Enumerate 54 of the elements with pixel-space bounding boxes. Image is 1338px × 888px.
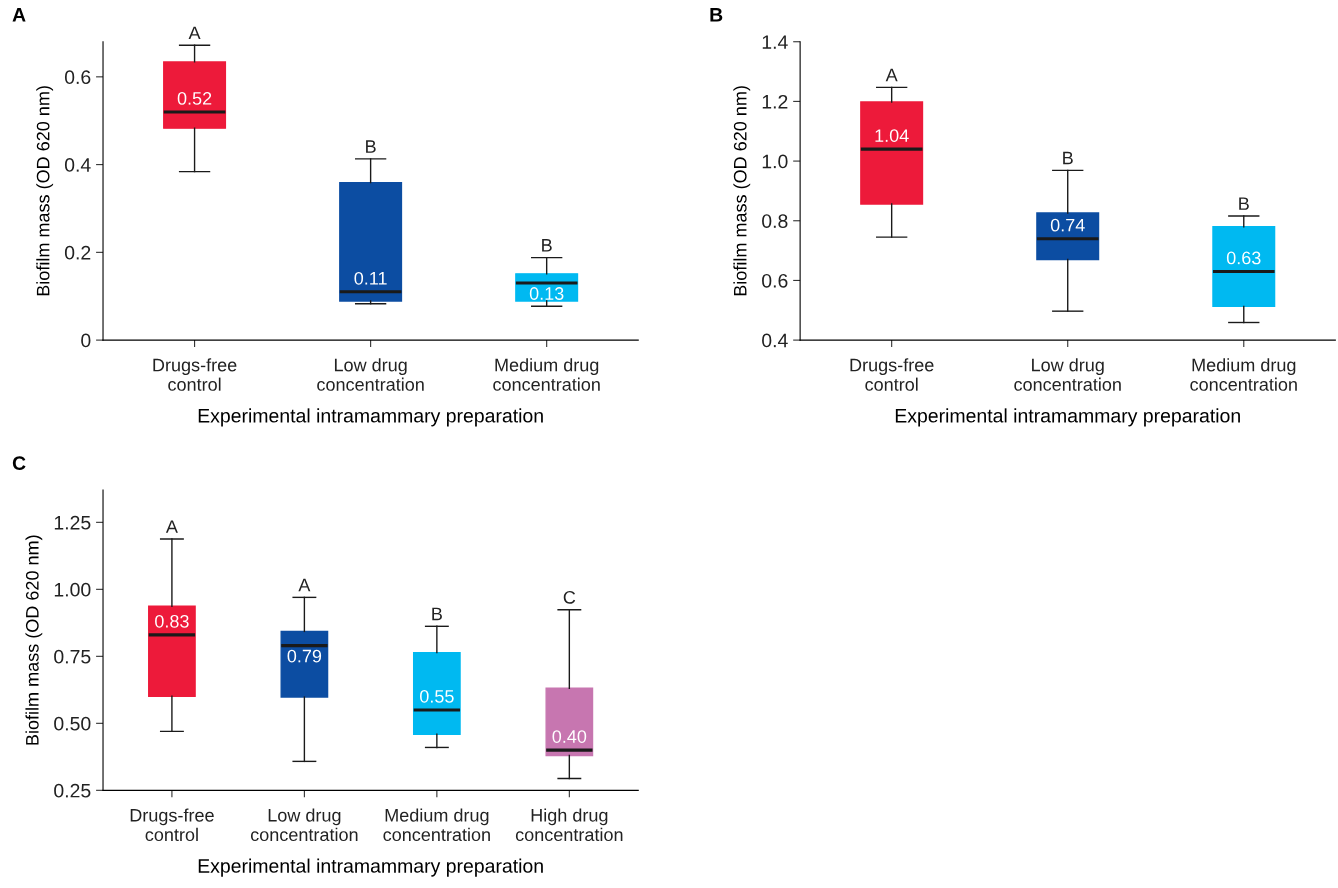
annotation: B xyxy=(366,140,376,153)
chart-title: C xyxy=(12,456,26,471)
x-axis-title: Experimental intramammary preparation xyxy=(198,408,543,427)
x-tick-label: Drugs-free control xyxy=(130,808,214,842)
x-tick-label: Drugs-free control xyxy=(850,358,934,391)
y-tick-label: 1.4 xyxy=(762,35,788,49)
annotation: A xyxy=(298,578,311,592)
text: 0.63 xyxy=(1226,251,1261,265)
text: 0.55 xyxy=(420,689,454,703)
annotation: C xyxy=(563,590,576,604)
x-axis-title: Experimental intramammary preparation xyxy=(198,858,543,877)
y-tick-label: 0.75 xyxy=(54,649,91,664)
x-axis-title: Experimental intramammary preparation xyxy=(895,408,1240,427)
annotation: B xyxy=(542,239,552,252)
annotation: B xyxy=(1239,197,1249,210)
x-tick-label: Medium drug concentration xyxy=(1190,358,1297,391)
y-tick-label: 0.25 xyxy=(54,783,91,798)
y-axis-title: Biofilm mass (OD 620 nm) xyxy=(36,86,54,296)
y-tick-label: 1.0 xyxy=(762,154,788,169)
annotation: A xyxy=(165,520,178,533)
y-tick-label: 0.50 xyxy=(54,716,91,731)
y-tick-label: 1.25 xyxy=(54,515,91,530)
y-axis-title: Biofilm mass (OD 620 nm) xyxy=(25,535,43,745)
x-tick-label: Low drug concentration xyxy=(1014,358,1121,391)
y-tick-label: 0 xyxy=(81,333,91,348)
y-tick-label: 0.6 xyxy=(762,273,788,288)
text: 0.79 xyxy=(287,649,322,663)
y-tick-label: 0.8 xyxy=(762,214,788,228)
y-tick-label: 1.2 xyxy=(762,94,788,109)
x-tick-label: High drug concentration xyxy=(515,808,623,842)
x-tick-label: Low drug concentration xyxy=(250,808,358,842)
text: 0.11 xyxy=(354,271,387,285)
chart-title: A xyxy=(12,8,26,22)
annotation: B xyxy=(1063,151,1073,165)
text: 1.04 xyxy=(875,129,909,142)
chart-title: B xyxy=(710,8,723,22)
text: 0.52 xyxy=(177,92,212,105)
text: 0.74 xyxy=(1050,218,1085,232)
y-tick-label: 1.00 xyxy=(54,582,91,597)
x-tick-label: Low drug concentration xyxy=(317,358,424,391)
annotation: A xyxy=(188,26,201,40)
y-tick-label: 0.4 xyxy=(762,333,788,348)
x-tick-label: Medium drug concentration xyxy=(493,358,600,391)
x-tick-label: Medium drug concentration xyxy=(383,808,490,842)
y-tick-label: 0.2 xyxy=(64,245,91,260)
x-tick-label: Drugs-free control xyxy=(153,358,237,391)
text: 0.40 xyxy=(552,730,587,743)
text: 0.13 xyxy=(529,287,564,300)
text: 0.83 xyxy=(155,614,189,628)
annotation: A xyxy=(885,68,898,82)
y-tick-label: 0.6 xyxy=(64,70,91,85)
y-tick-label: 0.4 xyxy=(64,158,91,172)
y-axis-title: Biofilm mass (OD 620 nm) xyxy=(733,86,751,296)
annotation: B xyxy=(432,607,442,621)
